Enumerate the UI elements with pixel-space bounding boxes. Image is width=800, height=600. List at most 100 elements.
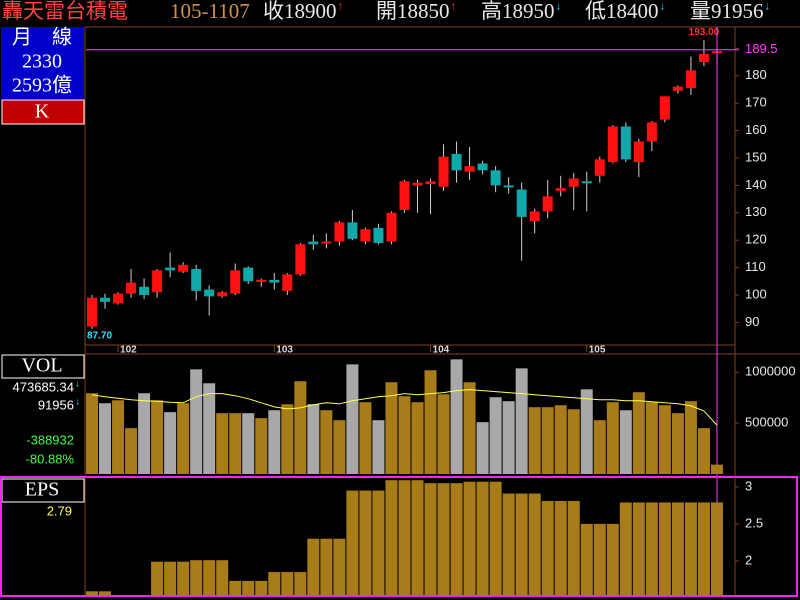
candle-body [360, 229, 371, 242]
x-tick-label: 105 [589, 345, 606, 356]
bar [281, 572, 294, 595]
bar [489, 397, 502, 474]
y-tick-label: 3 [745, 478, 752, 493]
date: 105-1107 [170, 0, 250, 23]
vol-arrow: ↓ [75, 396, 80, 407]
bar [684, 401, 697, 474]
candle-body [373, 227, 384, 243]
bar [333, 420, 346, 474]
candle-body [152, 270, 163, 293]
candle-body [451, 153, 462, 171]
y-tick-label: 90 [745, 314, 759, 329]
bar [645, 502, 658, 595]
bar [554, 405, 567, 474]
candle-body [620, 126, 631, 160]
y-tick-label: 1000000 [745, 364, 796, 379]
bar [710, 502, 723, 595]
y-tick-label: 110 [745, 259, 766, 274]
bar [671, 502, 684, 595]
bar [684, 502, 697, 595]
quote-arrow: ↓ [765, 1, 771, 13]
quote-item: 高18950 [481, 0, 555, 23]
selected-panel [0, 476, 798, 597]
candle-body [516, 189, 527, 217]
bar [99, 403, 112, 474]
bar [216, 413, 229, 474]
bar [398, 396, 411, 474]
bar [541, 500, 554, 595]
bar [450, 483, 463, 595]
bar [554, 500, 567, 595]
bar [658, 405, 671, 474]
vol-stat: -388932 [26, 432, 74, 447]
bar [489, 481, 502, 595]
y-tick-label: 130 [745, 204, 767, 219]
candle-body [464, 166, 475, 172]
bar [658, 502, 671, 595]
bar [177, 403, 190, 474]
candle-body [204, 289, 215, 297]
vol-stat: -80.88% [26, 451, 75, 466]
candle-body [542, 196, 553, 212]
candle-body [191, 268, 202, 291]
bar [255, 580, 268, 595]
plot: 9010011012013014015016017018019010210310… [86, 27, 796, 597]
period-title: 月 線 [12, 26, 72, 49]
candle-body [477, 163, 488, 171]
bar [372, 420, 385, 474]
quote-arrow: ↑ [451, 1, 457, 13]
y-tick-label: 120 [745, 232, 767, 247]
bar [190, 560, 203, 595]
bar [385, 480, 398, 595]
bar [528, 493, 541, 595]
bar [242, 413, 255, 474]
bar [710, 464, 723, 474]
stock-name: 轟天雷台積電 [2, 0, 128, 23]
bar [359, 402, 372, 474]
candle-body [217, 292, 228, 297]
bar [294, 572, 307, 595]
quote-item: 開18850 [376, 0, 450, 23]
candle-body [425, 181, 436, 185]
bar [268, 410, 281, 474]
candle-body [321, 241, 332, 244]
candle-body [100, 297, 111, 302]
candle-body [295, 244, 306, 275]
bar [606, 402, 619, 474]
vol-arrow: ↓ [75, 378, 80, 389]
bar [229, 413, 242, 474]
crosshair-label: 189.5 [745, 41, 778, 56]
bar [580, 389, 593, 474]
k-box[interactable] [1, 99, 85, 125]
candle-body [646, 122, 657, 142]
bar [671, 413, 684, 474]
bar [307, 404, 320, 474]
bar [593, 523, 606, 595]
bar [697, 502, 710, 595]
vol-stat: 91956 [38, 397, 74, 412]
bar [151, 561, 164, 595]
candle-body [594, 159, 605, 176]
candle-body [633, 141, 644, 163]
bar [372, 490, 385, 595]
eps-label: EPS [25, 479, 59, 501]
bar [151, 400, 164, 474]
period-box [1, 27, 84, 99]
bar [541, 407, 554, 474]
bar [567, 500, 580, 595]
bar [164, 561, 177, 595]
bar [333, 538, 346, 595]
bar [346, 490, 359, 595]
x-tick-label: 102 [120, 345, 137, 356]
bar [307, 538, 320, 595]
bar [203, 383, 216, 474]
bar [463, 481, 476, 595]
bar [242, 580, 255, 595]
vol-stat: 473685.34 [13, 379, 74, 394]
bar [593, 420, 606, 474]
bar [112, 400, 125, 474]
vol-label: VOL [21, 355, 62, 377]
bar [320, 538, 333, 595]
bar [424, 483, 437, 595]
market-cap: 2593億 [12, 74, 72, 97]
